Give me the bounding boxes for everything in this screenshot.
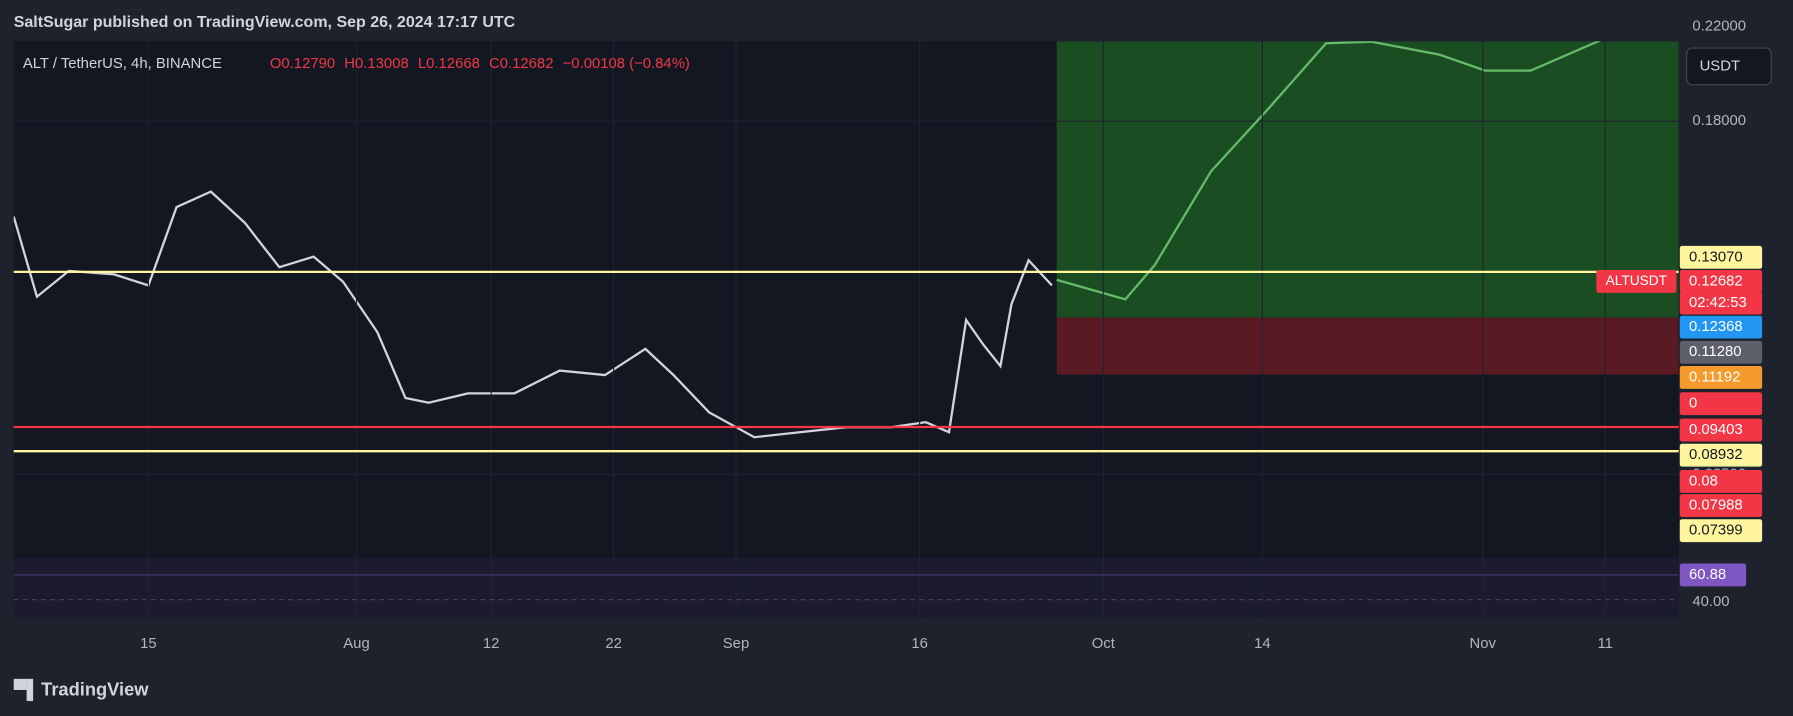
x-tick-label: 16 [911,636,928,652]
price-label-bg [1679,418,1763,442]
level-label: 0.08932 [1689,447,1743,463]
level-label: 0.13070 [1689,249,1743,265]
price-label-bg [1679,340,1763,364]
price-label: 02:42:53 [1689,295,1747,311]
x-tick-label: 12 [483,636,500,652]
price-label-bg [1679,291,1763,315]
ohlc-value: O0.12790 [270,56,335,72]
rsi-tick-label: 40.00 [1692,594,1729,610]
x-tick-label: 11 [1597,636,1612,652]
price-label: 0.08 [1689,473,1718,489]
symbol-tag: ALTUSDT [1606,273,1668,288]
price-line [13,190,1053,439]
x-tick-label: 15 [140,636,157,652]
currency: USDT [1700,58,1740,74]
price-label: 0.09403 [1689,422,1743,438]
ohlc-value: −0.00108 (−0.84%) [563,56,690,72]
x-tick-label: Sep [723,636,749,652]
price-label: 0.12682 [1689,273,1743,289]
price-label-bg [1679,315,1763,339]
price-label-bg [1679,494,1763,517]
loss-zone [1056,317,1679,375]
rsi-label: 60.88 [1689,567,1726,583]
price-label-bg [1679,269,1763,293]
y-tick-label: 0.22000 [1692,19,1746,35]
x-tick-label: Nov [1470,636,1497,652]
ohlc-value: C0.12682 [489,56,553,72]
ohlc-value: L0.12668 [418,56,480,72]
level-label-bg [1679,245,1763,269]
price-label: 0.12368 [1689,319,1743,335]
price-label: 0.11192 [1689,369,1741,385]
price-line [1056,41,1601,301]
price-label-bg [1679,519,1763,543]
x-tick-label: 22 [605,636,622,652]
ohlc-value: H0.13008 [344,56,408,72]
price-label-bg [1679,392,1763,416]
price-label: 0.11280 [1689,344,1742,360]
rsi-label-bg [1679,563,1747,587]
price-label: 0 [1689,396,1697,412]
x-tick-label: 14 [1254,636,1271,652]
price-label-bg [1679,470,1763,493]
profit-zone [1056,41,1679,318]
chart-title: ALT / TetherUS, 4h, BINANCE [23,56,222,72]
footer-logo: TradingView [41,679,149,700]
price-label: 0.07399 [1689,523,1743,539]
level-label-bg [1679,443,1763,467]
x-tick-label: Aug [343,636,369,652]
y-tick-label: 0.18000 [1692,113,1746,129]
price-label-bg [1679,366,1763,389]
price-label: 0.07988 [1689,497,1743,513]
rsi-pane [13,558,1679,618]
currency-button[interactable] [1686,47,1772,86]
header: SaltSugar published on TradingView.com, … [14,14,516,31]
logo-icon: ▀▌ [14,679,40,702]
symbol-tag-bg [1596,269,1677,293]
x-tick-label: Oct [1092,636,1116,652]
